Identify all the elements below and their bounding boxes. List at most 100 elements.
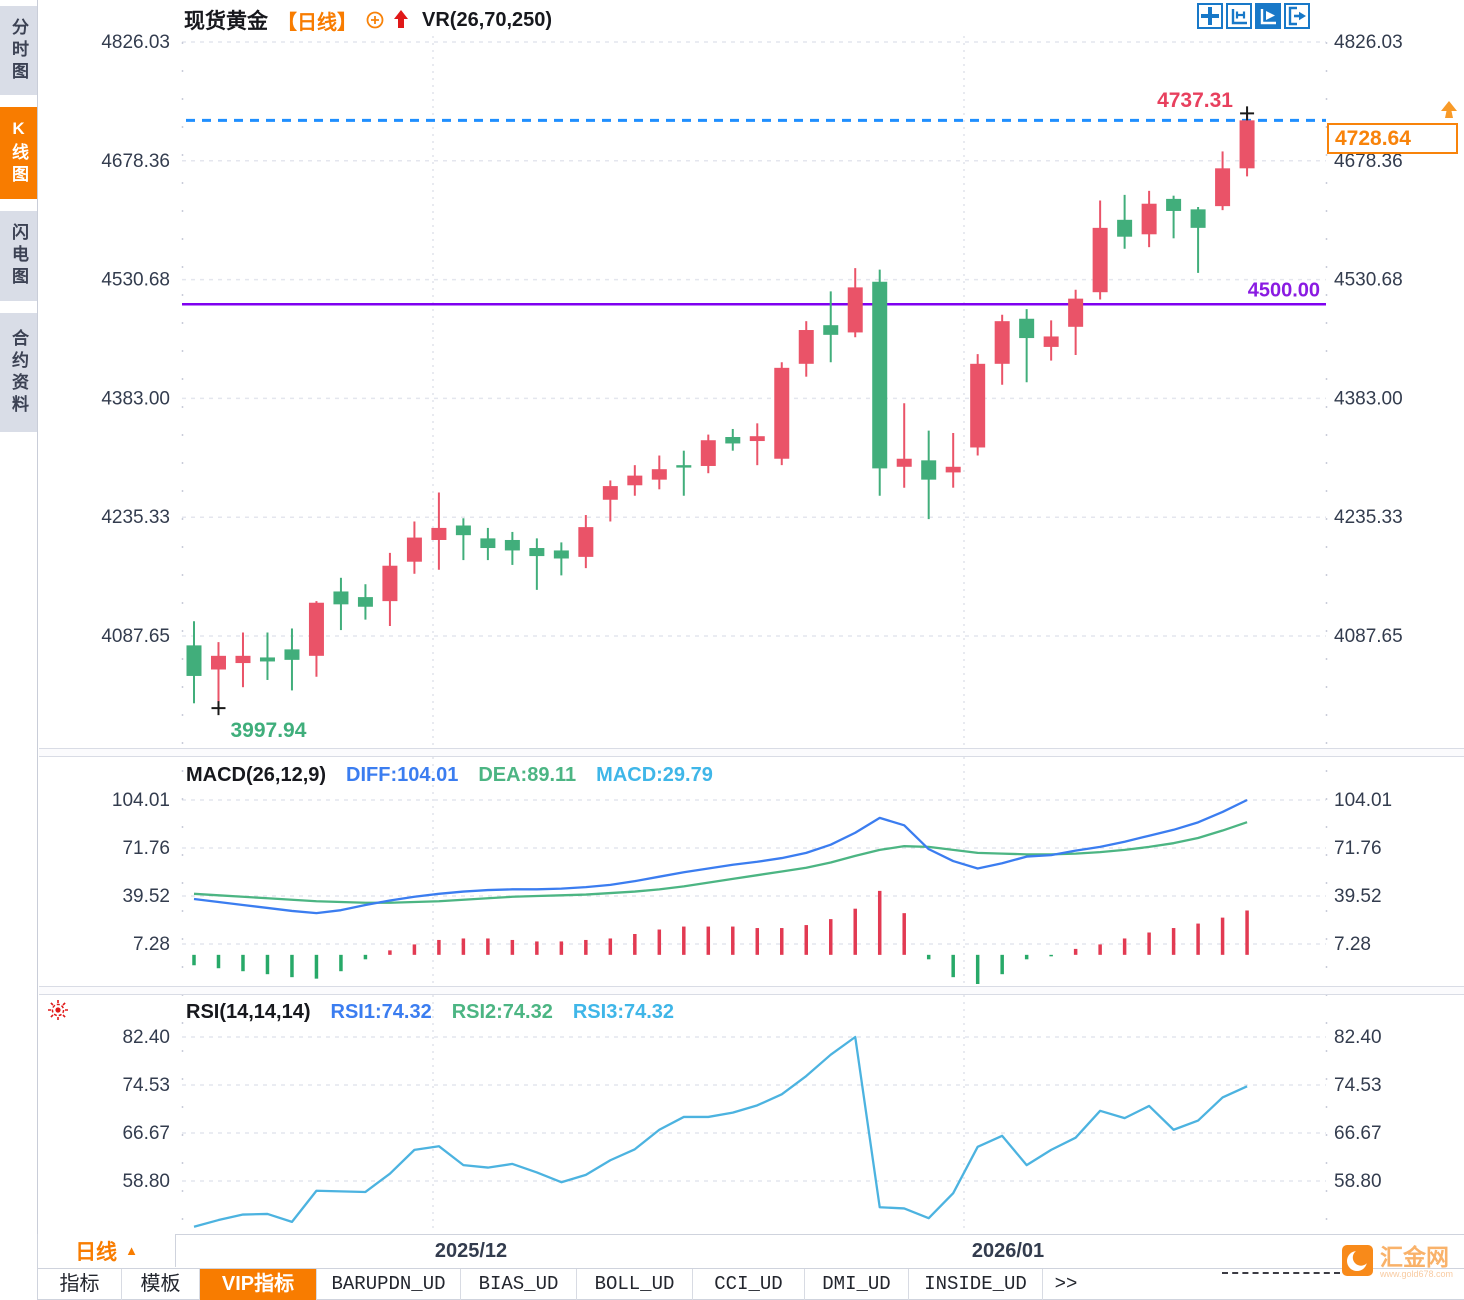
candle [651,469,667,480]
candle [994,321,1010,364]
period-selector[interactable]: 日线 ▲ [38,1234,176,1267]
tab-vip-indicator[interactable]: VIP指标 [200,1269,317,1300]
svg-text:58.80: 58.80 [1334,1171,1382,1192]
svg-text:7.28: 7.28 [133,934,170,955]
annotations: 4737.31 3997.94 4500.00 [211,89,1320,742]
candle [235,655,251,664]
left-rail: 分时图 K线图 闪电图 合约资料 [0,0,38,1234]
bottom-left-corner [0,1234,38,1300]
logo-crescent-icon [1342,1245,1373,1276]
rail-tab-timeshare[interactable]: 分时图 [0,6,37,95]
candle [872,281,888,469]
tab-inside-ud[interactable]: INSIDE_UD [909,1269,1043,1300]
rsi2-value: RSI2:74.32 [451,1001,553,1023]
svg-text:4678.36: 4678.36 [1334,151,1403,172]
period-tag: 【日线】 [277,11,357,34]
candle [1215,168,1231,207]
svg-text:4087.65: 4087.65 [101,626,170,647]
svg-text:66.67: 66.67 [122,1123,170,1144]
up-arrow-icon [394,10,408,28]
time-tick-label: 2025/12 [434,1240,508,1262]
macd-plot [192,798,1249,984]
rsi-header: RSI(14,14,14) RSI1:74.32 RSI2:74.32 RSI3… [186,1001,674,1024]
rail-tab-lightning[interactable]: 闪电图 [0,211,37,301]
svg-text:66.67: 66.67 [1334,1123,1382,1144]
logo-url: www.gold678.com [1380,1269,1454,1279]
candle [210,655,226,670]
svg-text:82.40: 82.40 [122,1027,170,1048]
panel-divider[interactable] [39,748,1464,757]
tab-bias-ud[interactable]: BIAS_UD [461,1269,577,1300]
svg-text:4383.00: 4383.00 [101,388,170,409]
tab-boll-ud[interactable]: BOLL_UD [577,1269,693,1300]
add-indicator-icon[interactable] [366,11,384,29]
dropdown-arrow-icon: ▲ [125,1243,138,1258]
candle [480,538,496,549]
axis-scale-icon[interactable] [1226,3,1252,29]
period-label: 日线 [75,1240,118,1264]
svg-text:4235.33: 4235.33 [1334,507,1403,528]
tab-dmi-ud[interactable]: DMI_UD [805,1269,909,1300]
tab-more[interactable]: >> [1054,1273,1078,1295]
candle [921,460,937,480]
candle [749,436,765,442]
candle [1239,120,1255,169]
rail-tab-contract-info[interactable]: 合约资料 [0,313,37,432]
axis-play-icon[interactable] [1255,3,1281,29]
svg-text:74.53: 74.53 [1334,1075,1382,1096]
vr-indicator-label: VR(26,70,250) [422,8,553,31]
indicator-settings-icon[interactable] [47,999,69,1026]
candle [308,602,324,656]
svg-text:71.76: 71.76 [122,838,170,859]
svg-text:4087.65: 4087.65 [1334,626,1403,647]
candle [1141,203,1157,235]
svg-text:7.28: 7.28 [1334,934,1371,955]
tab-indicator[interactable]: 指标 [38,1269,122,1300]
candle [504,539,520,551]
tab-cci-ud[interactable]: CCI_UD [693,1269,805,1300]
chart-canvas[interactable]: 4826.03 4826.03 4678.36 4678.36 4530.68 4530.… [0,0,1464,1232]
price-tag: 4728.64 [1327,123,1458,154]
tab-template[interactable]: 模板 [122,1269,200,1300]
candle [529,548,545,557]
svg-text:71.76: 71.76 [1334,838,1382,859]
candle [627,475,643,486]
rail-tab-kline[interactable]: K线图 [0,107,37,199]
macd-title: MACD(26,12,9) [186,764,327,786]
candle [945,466,961,473]
svg-text:104.01: 104.01 [112,790,170,811]
candle [357,597,373,607]
candle [725,437,741,444]
rsi1-value: RSI1:74.32 [330,1001,432,1023]
rsi3-value: RSI3:74.32 [572,1001,675,1023]
svg-text:4737.31: 4737.31 [1157,89,1233,112]
pane-collapse-icon[interactable] [1284,3,1310,29]
svg-text:39.52: 39.52 [1334,886,1382,907]
candle [284,649,300,660]
svg-text:4383.00: 4383.00 [1334,388,1403,409]
panel-divider[interactable] [39,986,1464,995]
svg-text:58.80: 58.80 [122,1171,170,1192]
candle [602,486,618,500]
logo-name: 汇金网 [1380,1244,1449,1270]
svg-text:4530.68: 4530.68 [1334,270,1403,291]
candle [1117,219,1133,237]
candle [847,287,863,333]
candle [186,645,202,676]
candle [1166,198,1182,211]
candle [1190,209,1206,228]
move-icon[interactable] [1197,3,1223,29]
symbol-title: 现货黄金 [184,10,268,33]
annotation-lines [182,118,1326,306]
tab-barupdn-ud[interactable]: BARUPDN_UD [317,1269,461,1300]
gridlines [181,36,1328,1232]
candles [186,113,1255,709]
time-tick-label: 2026/01 [971,1240,1045,1262]
price-marker-arrow-icon[interactable] [1440,101,1458,119]
macd-header: MACD(26,12,9) DIFF:104.01 DEA:89.11 MACD… [186,764,713,787]
svg-text:74.53: 74.53 [122,1075,170,1096]
candle [382,565,398,602]
candle [823,325,839,335]
candle [259,657,275,662]
